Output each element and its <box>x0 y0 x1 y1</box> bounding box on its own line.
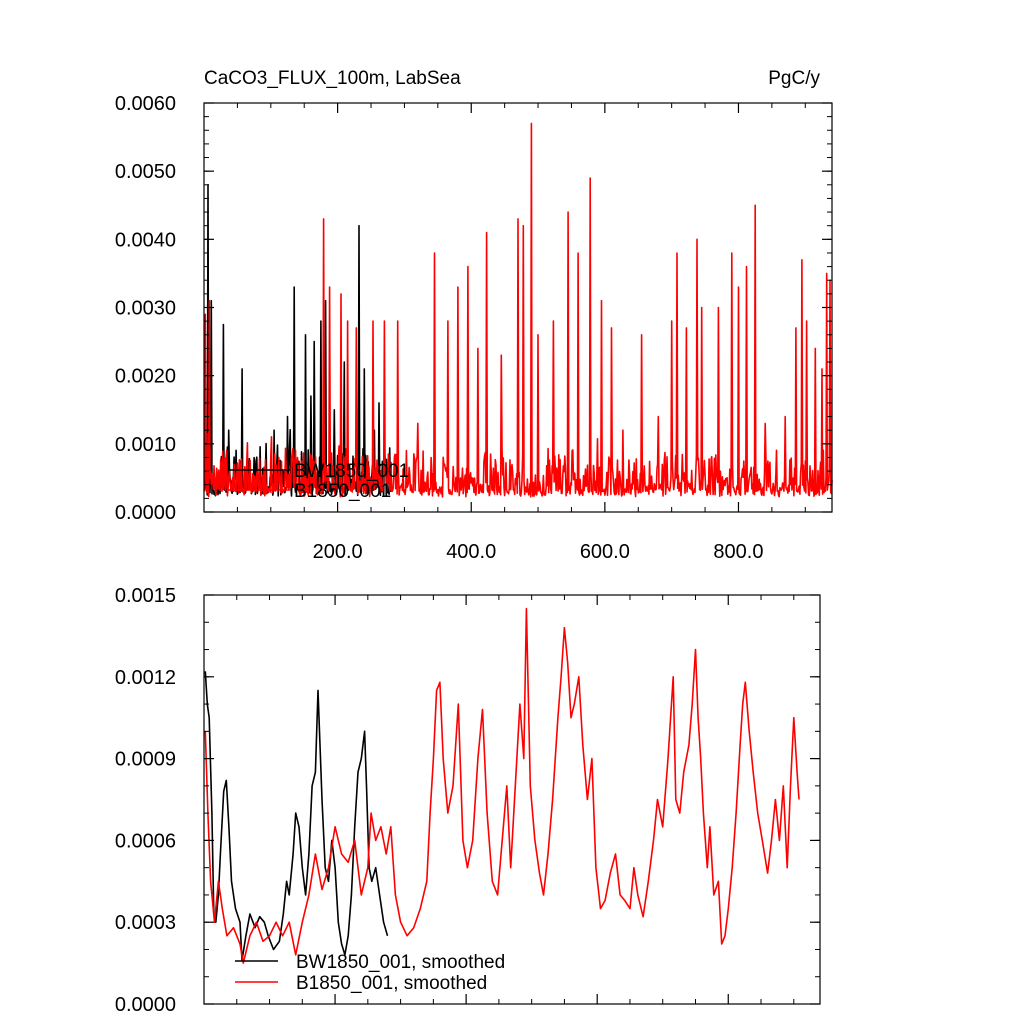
legend-label: B1850_001, smoothed <box>296 973 487 994</box>
y-tick-label: 0.0050 <box>115 161 176 183</box>
x-tick-label: 200.0 <box>313 541 363 563</box>
axes: 0.0000 0.0010 0.0020 0.0030 0.0040 0.0050 0.00… <box>115 93 833 563</box>
y-tick-label: 0.0012 <box>115 667 176 689</box>
legend-label: BW1850_001, smoothed <box>296 952 505 973</box>
panel-smoothed: 0.0000 0.0003 0.0006 0.0009 0.0012 0.0015 BW1… <box>115 585 821 1016</box>
chart-units: PgC/y <box>768 68 820 89</box>
series-group <box>203 122 833 498</box>
series-line-b1850 <box>204 607 800 964</box>
y-tick-label: 0.0003 <box>115 912 176 934</box>
plot-frame <box>203 594 821 1005</box>
y-tick-label: 0.0015 <box>115 585 176 607</box>
y-tick-label: 0.0060 <box>115 93 176 115</box>
y-tick-label: 0.0000 <box>115 502 176 524</box>
legend-label: B1850_001 <box>294 481 391 502</box>
axes: 0.0000 0.0003 0.0006 0.0009 0.0012 0.0015 <box>115 585 821 1016</box>
y-tick-label: 0.0030 <box>115 298 176 320</box>
series-line-bw1850 <box>204 671 389 962</box>
y-tick-label: 0.0006 <box>115 830 176 852</box>
y-tick-label: 0.0009 <box>115 749 176 771</box>
y-tick-label: 0.0020 <box>115 366 176 388</box>
series-line-b1850 <box>203 122 833 498</box>
panel-raw: CaCO3_FLUX_100m, LabSea PgC/y 0.00000.00… <box>115 68 833 563</box>
y-tick-label: 0.0000 <box>115 994 176 1016</box>
chart-title: CaCO3_FLUX_100m, LabSea <box>204 68 461 89</box>
series-group <box>204 607 800 964</box>
x-tick-label: 600.0 <box>580 541 630 563</box>
legend-label: BW1850_001 <box>294 461 409 482</box>
x-tick-label: 800.0 <box>713 541 763 563</box>
x-tick-label: 400.0 <box>446 541 496 563</box>
y-tick-label: 0.0040 <box>115 229 176 251</box>
y-tick-label: 0.0010 <box>115 434 176 456</box>
